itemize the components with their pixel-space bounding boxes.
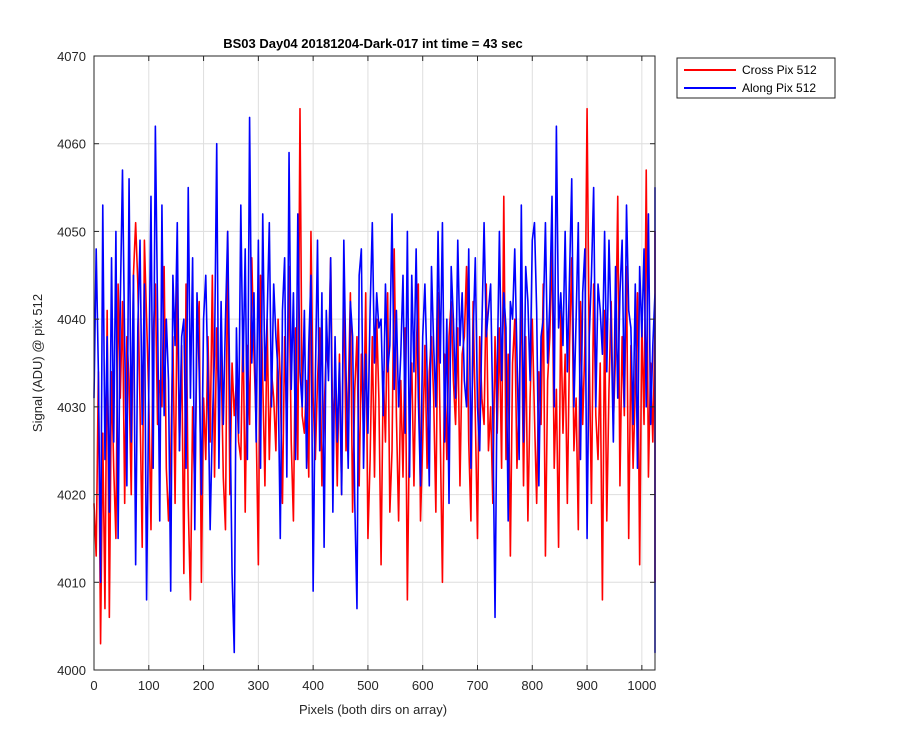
- y-tick-label: 4030: [57, 400, 86, 415]
- y-tick-label: 4050: [57, 224, 86, 239]
- y-tick-label: 4040: [57, 312, 86, 327]
- x-tick-label: 100: [138, 678, 160, 693]
- legend-label-cross: Cross Pix 512: [742, 63, 817, 77]
- y-tick-label: 4010: [57, 575, 86, 590]
- x-tick-label: 800: [521, 678, 543, 693]
- x-tick-label: 400: [302, 678, 324, 693]
- ticks: 0 100 200 300 400 500 600 700 800 900 1000 4000 4010…: [57, 49, 656, 693]
- y-tick-label: 4020: [57, 488, 86, 503]
- x-tick-label: 300: [248, 678, 270, 693]
- legend: Cross Pix 512 Along Pix 512: [676, 57, 836, 99]
- y-tick-label: 4060: [57, 137, 86, 152]
- x-tick-label: 900: [576, 678, 598, 693]
- legend-label-along: Along Pix 512: [742, 81, 816, 95]
- plot-frame: [93, 55, 656, 671]
- x-tick-label: 200: [193, 678, 215, 693]
- y-axis-label: Signal (ADU) @ pix 512: [30, 294, 45, 432]
- x-tick-label: 0: [90, 678, 97, 693]
- y-tick-label: 4070: [57, 49, 86, 64]
- legend-box: [676, 57, 836, 99]
- x-tick-label: 1000: [627, 678, 656, 693]
- chart-title: BS03 Day04 20181204-Dark-017 int time = …: [223, 36, 523, 51]
- x-axis-label: Pixels (both dirs on array): [299, 702, 447, 717]
- x-tick-label: 500: [357, 678, 379, 693]
- y-tick-label: 4000: [57, 663, 86, 678]
- x-tick-label: 700: [467, 678, 489, 693]
- x-tick-label: 600: [412, 678, 434, 693]
